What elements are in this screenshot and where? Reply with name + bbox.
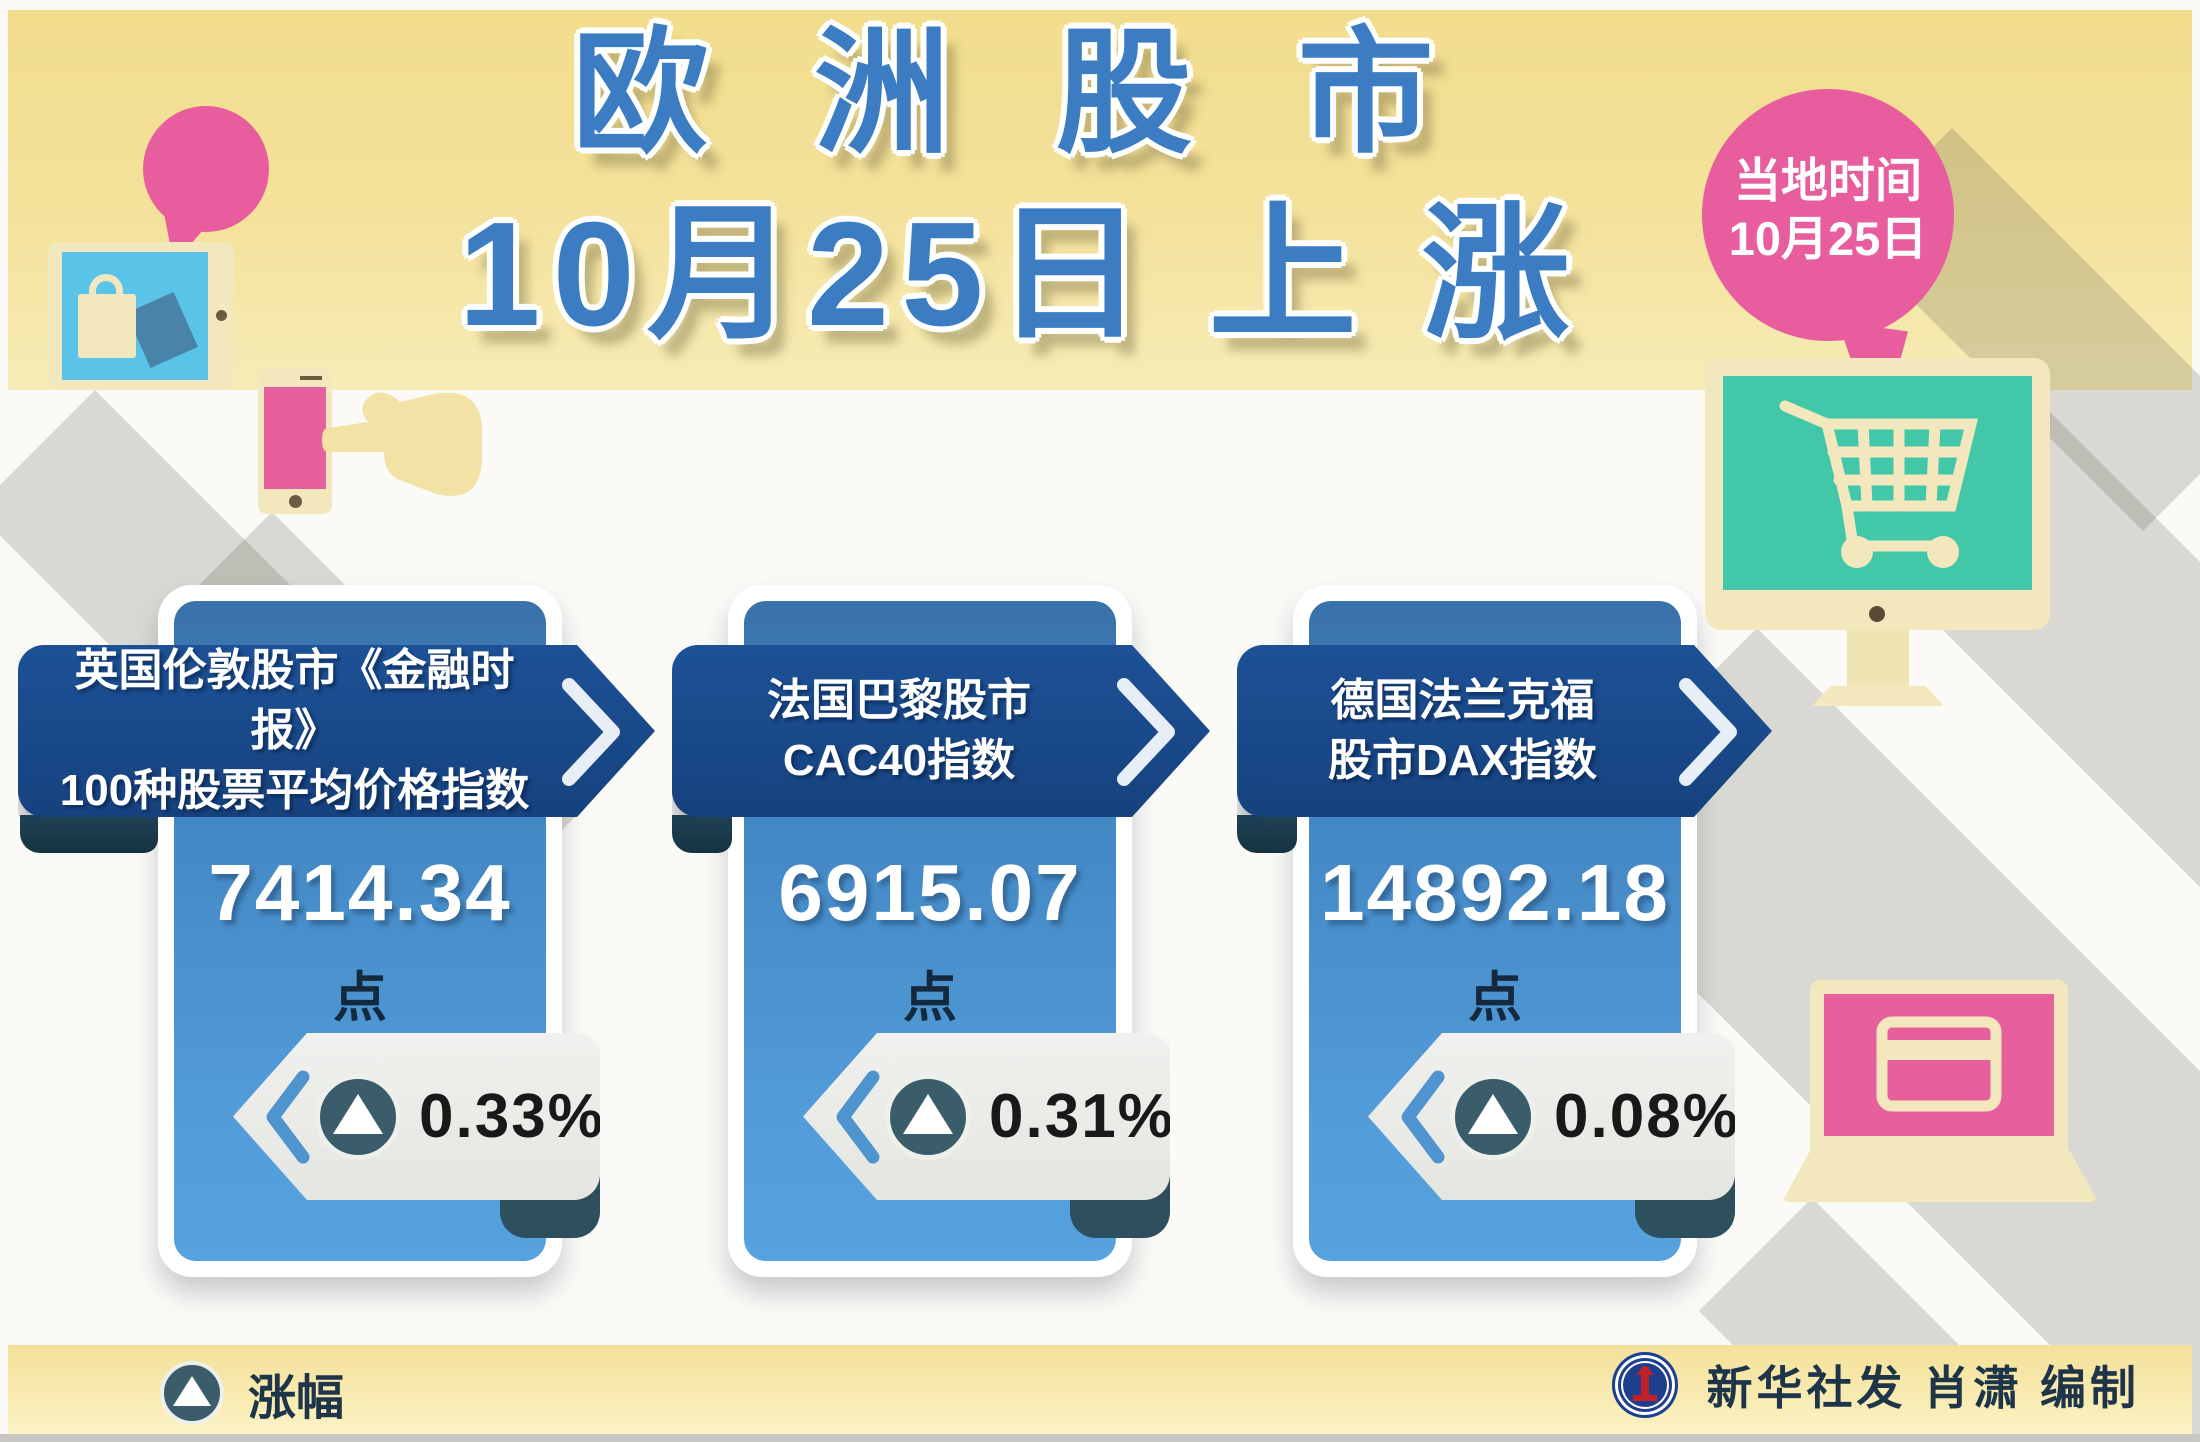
- index-ribbon-dax: 德国法兰克福 股市DAX指数: [1237, 645, 1772, 817]
- up-triangle: [173, 1376, 211, 1406]
- monitor-stand: [1847, 630, 1909, 686]
- index-name-line-2: 100种股票平均价格指数: [59, 766, 530, 815]
- up-triangle: [333, 1093, 383, 1134]
- monitor-webcam: [1869, 606, 1885, 622]
- chevron-right-icon: [1676, 677, 1746, 787]
- shopping-bag-handle-icon: [89, 274, 123, 304]
- time-bubble-line-2: 10月25日: [1728, 212, 1928, 265]
- title-line-1: 欧 洲 股 市: [572, 17, 1468, 169]
- pointing-hand-icon: [322, 392, 482, 496]
- index-value: 7414.34: [208, 848, 512, 937]
- chevron-right-icon: [1114, 677, 1184, 787]
- speech-bubble-small: [143, 106, 269, 232]
- smartphone-illustration: [258, 368, 332, 514]
- phone-home-button: [289, 495, 302, 508]
- legend-label: 涨幅: [248, 1372, 345, 1425]
- xinhua-tower-icon: [1633, 1365, 1658, 1401]
- title-line-2: 10月25日 上 涨: [458, 192, 1582, 357]
- ribbon-fold: [672, 815, 732, 853]
- chevron-left-icon: [836, 1070, 880, 1164]
- index-value: 14892.18: [1320, 848, 1670, 937]
- index-unit: 点: [903, 968, 957, 1028]
- index-name-line-1: 德国法兰克福: [1330, 676, 1595, 725]
- bottom-edge: [0, 1434, 2200, 1442]
- phone-screen: [264, 387, 326, 489]
- chevron-left-icon: [1401, 1070, 1445, 1164]
- index-value: 6915.07: [778, 848, 1082, 937]
- index-name-line-1: 法国巴黎股市: [767, 676, 1031, 725]
- speech-bubble-time: [1702, 89, 1954, 341]
- change-percent: 0.08%: [1554, 1082, 1740, 1151]
- index-unit: 点: [1468, 968, 1522, 1028]
- change-percent: 0.33%: [419, 1082, 605, 1151]
- index-unit: 点: [333, 968, 387, 1028]
- xinhua-logo: [1612, 1352, 1679, 1418]
- index-name: 德国法兰克福 股市DAX指数: [1237, 671, 1772, 791]
- ribbon-fold: [20, 815, 158, 853]
- up-triangle-icon: [315, 1073, 401, 1160]
- footer-band: [8, 1345, 2192, 1434]
- legend-up-icon: [160, 1361, 224, 1425]
- ribbon-fold: [1237, 815, 1297, 853]
- chevron-left-icon: [266, 1070, 310, 1164]
- index-ribbon-ftse: 英国伦敦股市《金融时报》 100种股票平均价格指数: [18, 645, 655, 817]
- index-ribbon-cac40: 法国巴黎股市 CAC40指数: [672, 645, 1210, 817]
- index-name: 英国伦敦股市《金融时报》 100种股票平均价格指数: [18, 641, 655, 821]
- tablet-home-button: [216, 310, 227, 321]
- legend: 涨幅: [160, 1358, 344, 1428]
- up-triangle: [1468, 1093, 1518, 1134]
- index-name: 法国巴黎股市 CAC40指数: [672, 671, 1210, 791]
- credit: 新华社发 肖潇 编制: [1612, 1352, 2140, 1418]
- laptop-base: [1782, 1150, 2098, 1202]
- index-name-line-1: 英国伦敦股市《金融时报》: [74, 646, 515, 755]
- time-bubble-text: 当地时间 10月25日: [1702, 152, 1954, 268]
- change-badge-cac40: 0.31%: [803, 1033, 1170, 1200]
- change-percent: 0.31%: [989, 1082, 1175, 1151]
- shopping-cart-icon: [1779, 400, 1979, 568]
- monitor-illustration: [1705, 358, 2050, 630]
- change-badge-ftse: 0.33%: [233, 1033, 600, 1200]
- index-name-line-2: 股市DAX指数: [1328, 736, 1597, 785]
- time-bubble-line-1: 当地时间: [1734, 154, 1922, 207]
- phone-speaker: [300, 376, 322, 380]
- credit-text: 新华社发 肖潇 编制: [1706, 1362, 2140, 1414]
- index-name-line-2: CAC40指数: [782, 736, 1016, 785]
- credit-card-icon: [1876, 1016, 2002, 1112]
- laptop-illustration: [1810, 980, 2068, 1150]
- up-triangle: [903, 1093, 953, 1134]
- up-triangle-icon: [1450, 1073, 1536, 1160]
- chevron-right-icon: [559, 677, 629, 787]
- up-triangle-icon: [885, 1073, 971, 1160]
- tablet-illustration: [48, 242, 234, 390]
- change-badge-dax: 0.08%: [1368, 1033, 1735, 1200]
- page-title: 欧 洲 股 市 10月25日 上 涨: [270, 18, 1770, 360]
- shopping-bag-icon: [78, 294, 136, 358]
- monitor-base: [1812, 686, 1944, 706]
